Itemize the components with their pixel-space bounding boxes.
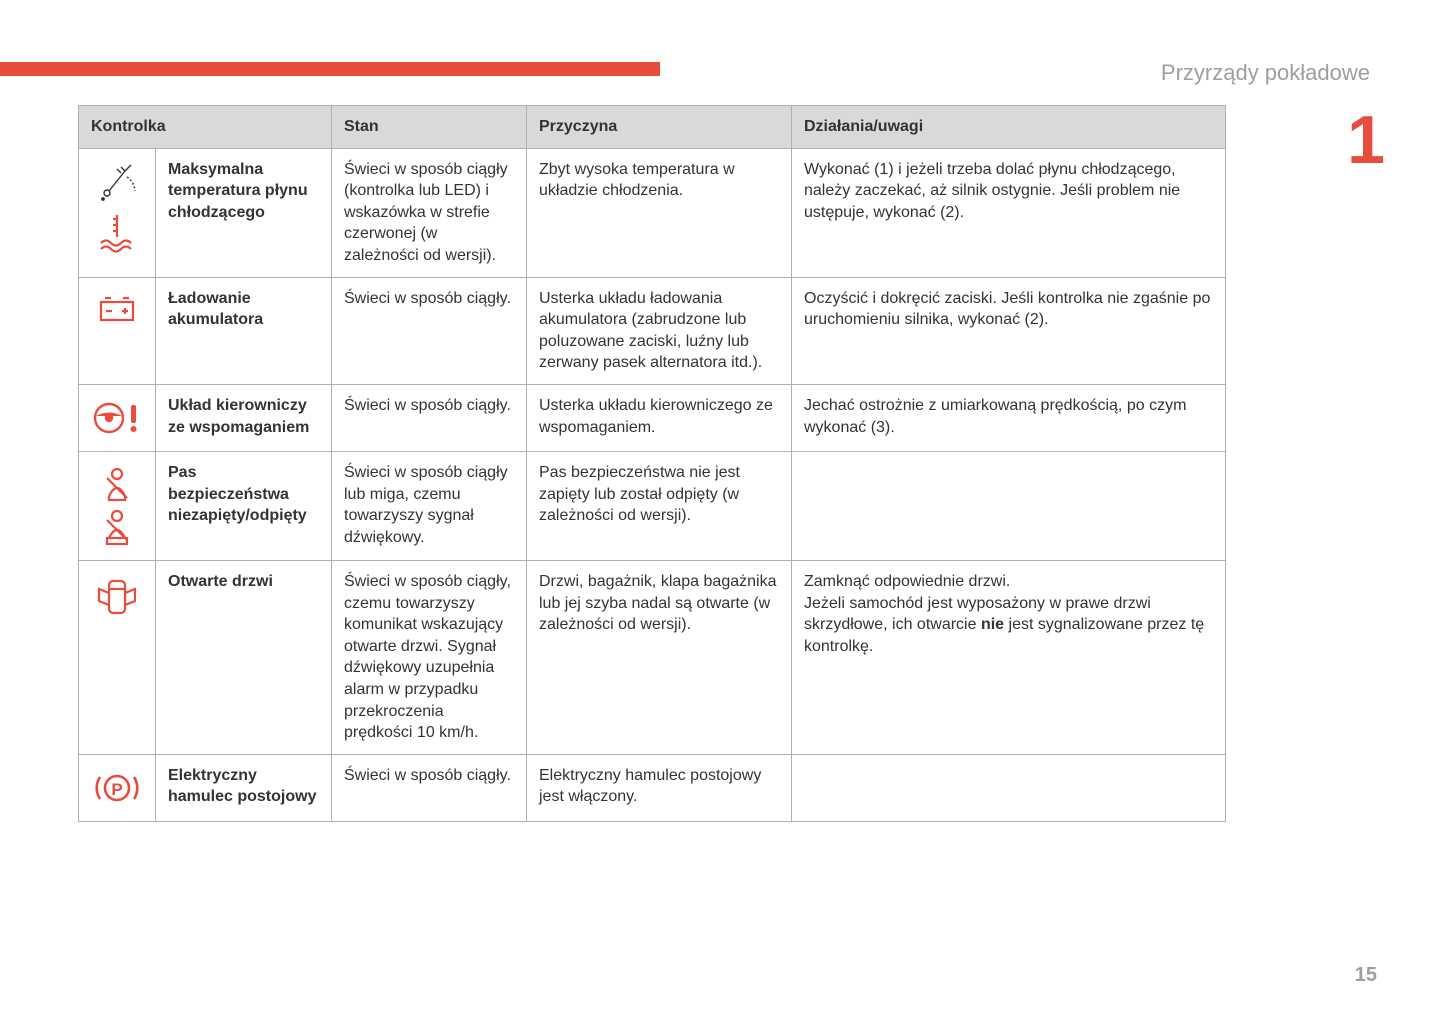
warning-lights-table: Kontrolka Stan Przyczyna Działania/uwagi xyxy=(78,105,1226,822)
svg-text:P: P xyxy=(111,780,122,799)
table-row: Pas bezpieczeństwa niezapięty/odpięty Św… xyxy=(79,451,1226,560)
warning-name: Układ kierowniczy ze wspomaganiem xyxy=(156,384,332,451)
table-row: Układ kierowniczy ze wspomaganiem Świeci… xyxy=(79,384,1226,451)
icon-cell xyxy=(79,148,156,277)
warning-cause: Usterka układu kierowniczego ze wspomaga… xyxy=(527,384,792,451)
accent-bar xyxy=(0,62,660,76)
warning-cause: Pas bezpieczeństwa nie jest zapięty lub … xyxy=(527,451,792,560)
warning-name: Elektryczny hamulec postojowy xyxy=(156,754,332,821)
warning-state: Świeci w sposób ciągły. xyxy=(332,277,527,384)
warning-state: Świeci w sposób ciągły lub miga, czemu t… xyxy=(332,451,527,560)
col-header-kontrolka: Kontrolka xyxy=(79,106,332,149)
col-header-dzialania: Działania/uwagi xyxy=(792,106,1226,149)
seatbelt-icon xyxy=(99,466,135,546)
warning-actions: Zamknąć odpowiednie drzwi. Jeżeli samoch… xyxy=(792,560,1226,754)
steering-icon xyxy=(91,399,143,437)
icon-cell: P xyxy=(79,754,156,821)
warning-actions: Oczyścić i dokręcić zaciski. Jeśli kontr… xyxy=(792,277,1226,384)
warning-cause: Usterka układu ładowania akumulatora (za… xyxy=(527,277,792,384)
table-row: Otwarte drzwi Świeci w sposób ciągły, cz… xyxy=(79,560,1226,754)
warning-cause: Drzwi, bagażnik, klapa bagażnika lub jej… xyxy=(527,560,792,754)
warning-actions: Jechać ostrożnie z umiarkowaną prędkości… xyxy=(792,384,1226,451)
icon-cell xyxy=(79,384,156,451)
warning-name: Maksymalna temperatura płynu chłodzącego xyxy=(156,148,332,277)
warning-state: Świeci w sposób ciągły, czemu towarzyszy… xyxy=(332,560,527,754)
warning-name: Otwarte drzwi xyxy=(156,560,332,754)
page-number: 15 xyxy=(1355,962,1377,989)
actions-bold: nie xyxy=(981,616,1004,633)
door-open-icon xyxy=(95,575,139,619)
icon-cell xyxy=(79,277,156,384)
warning-actions: Wykonać (1) i jeżeli trzeba dolać płynu … xyxy=(792,148,1226,277)
table-header-row: Kontrolka Stan Przyczyna Działania/uwagi xyxy=(79,106,1226,149)
coolant-temp-icon xyxy=(95,163,139,253)
icon-cell xyxy=(79,560,156,754)
warning-cause: Zbyt wysoka temperatura w układzie chłod… xyxy=(527,148,792,277)
table-row: P Elektryczny hamulec postojowy Świeci w… xyxy=(79,754,1226,821)
warning-cause: Elektryczny hamulec postojowy jest włącz… xyxy=(527,754,792,821)
icon-cell xyxy=(79,451,156,560)
warning-state: Świeci w sposób ciągły. xyxy=(332,384,527,451)
battery-icon xyxy=(95,292,139,326)
warning-actions xyxy=(792,451,1226,560)
warning-name: Ładowanie akumulatora xyxy=(156,277,332,384)
col-header-przyczyna: Przyczyna xyxy=(527,106,792,149)
table-row: Maksymalna temperatura płynu chłodzącego… xyxy=(79,148,1226,277)
warning-state: Świeci w sposób ciągły (kontrolka lub LE… xyxy=(332,148,527,277)
chapter-number: 1 xyxy=(1347,95,1385,187)
warning-state: Świeci w sposób ciągły. xyxy=(332,754,527,821)
page-header-title: Przyrządy pokładowe xyxy=(1161,58,1370,88)
parking-brake-icon: P xyxy=(92,769,142,807)
table-row: Ładowanie akumulatora Świeci w sposób ci… xyxy=(79,277,1226,384)
col-header-stan: Stan xyxy=(332,106,527,149)
warning-name: Pas bezpieczeństwa niezapięty/odpięty xyxy=(156,451,332,560)
warning-actions xyxy=(792,754,1226,821)
